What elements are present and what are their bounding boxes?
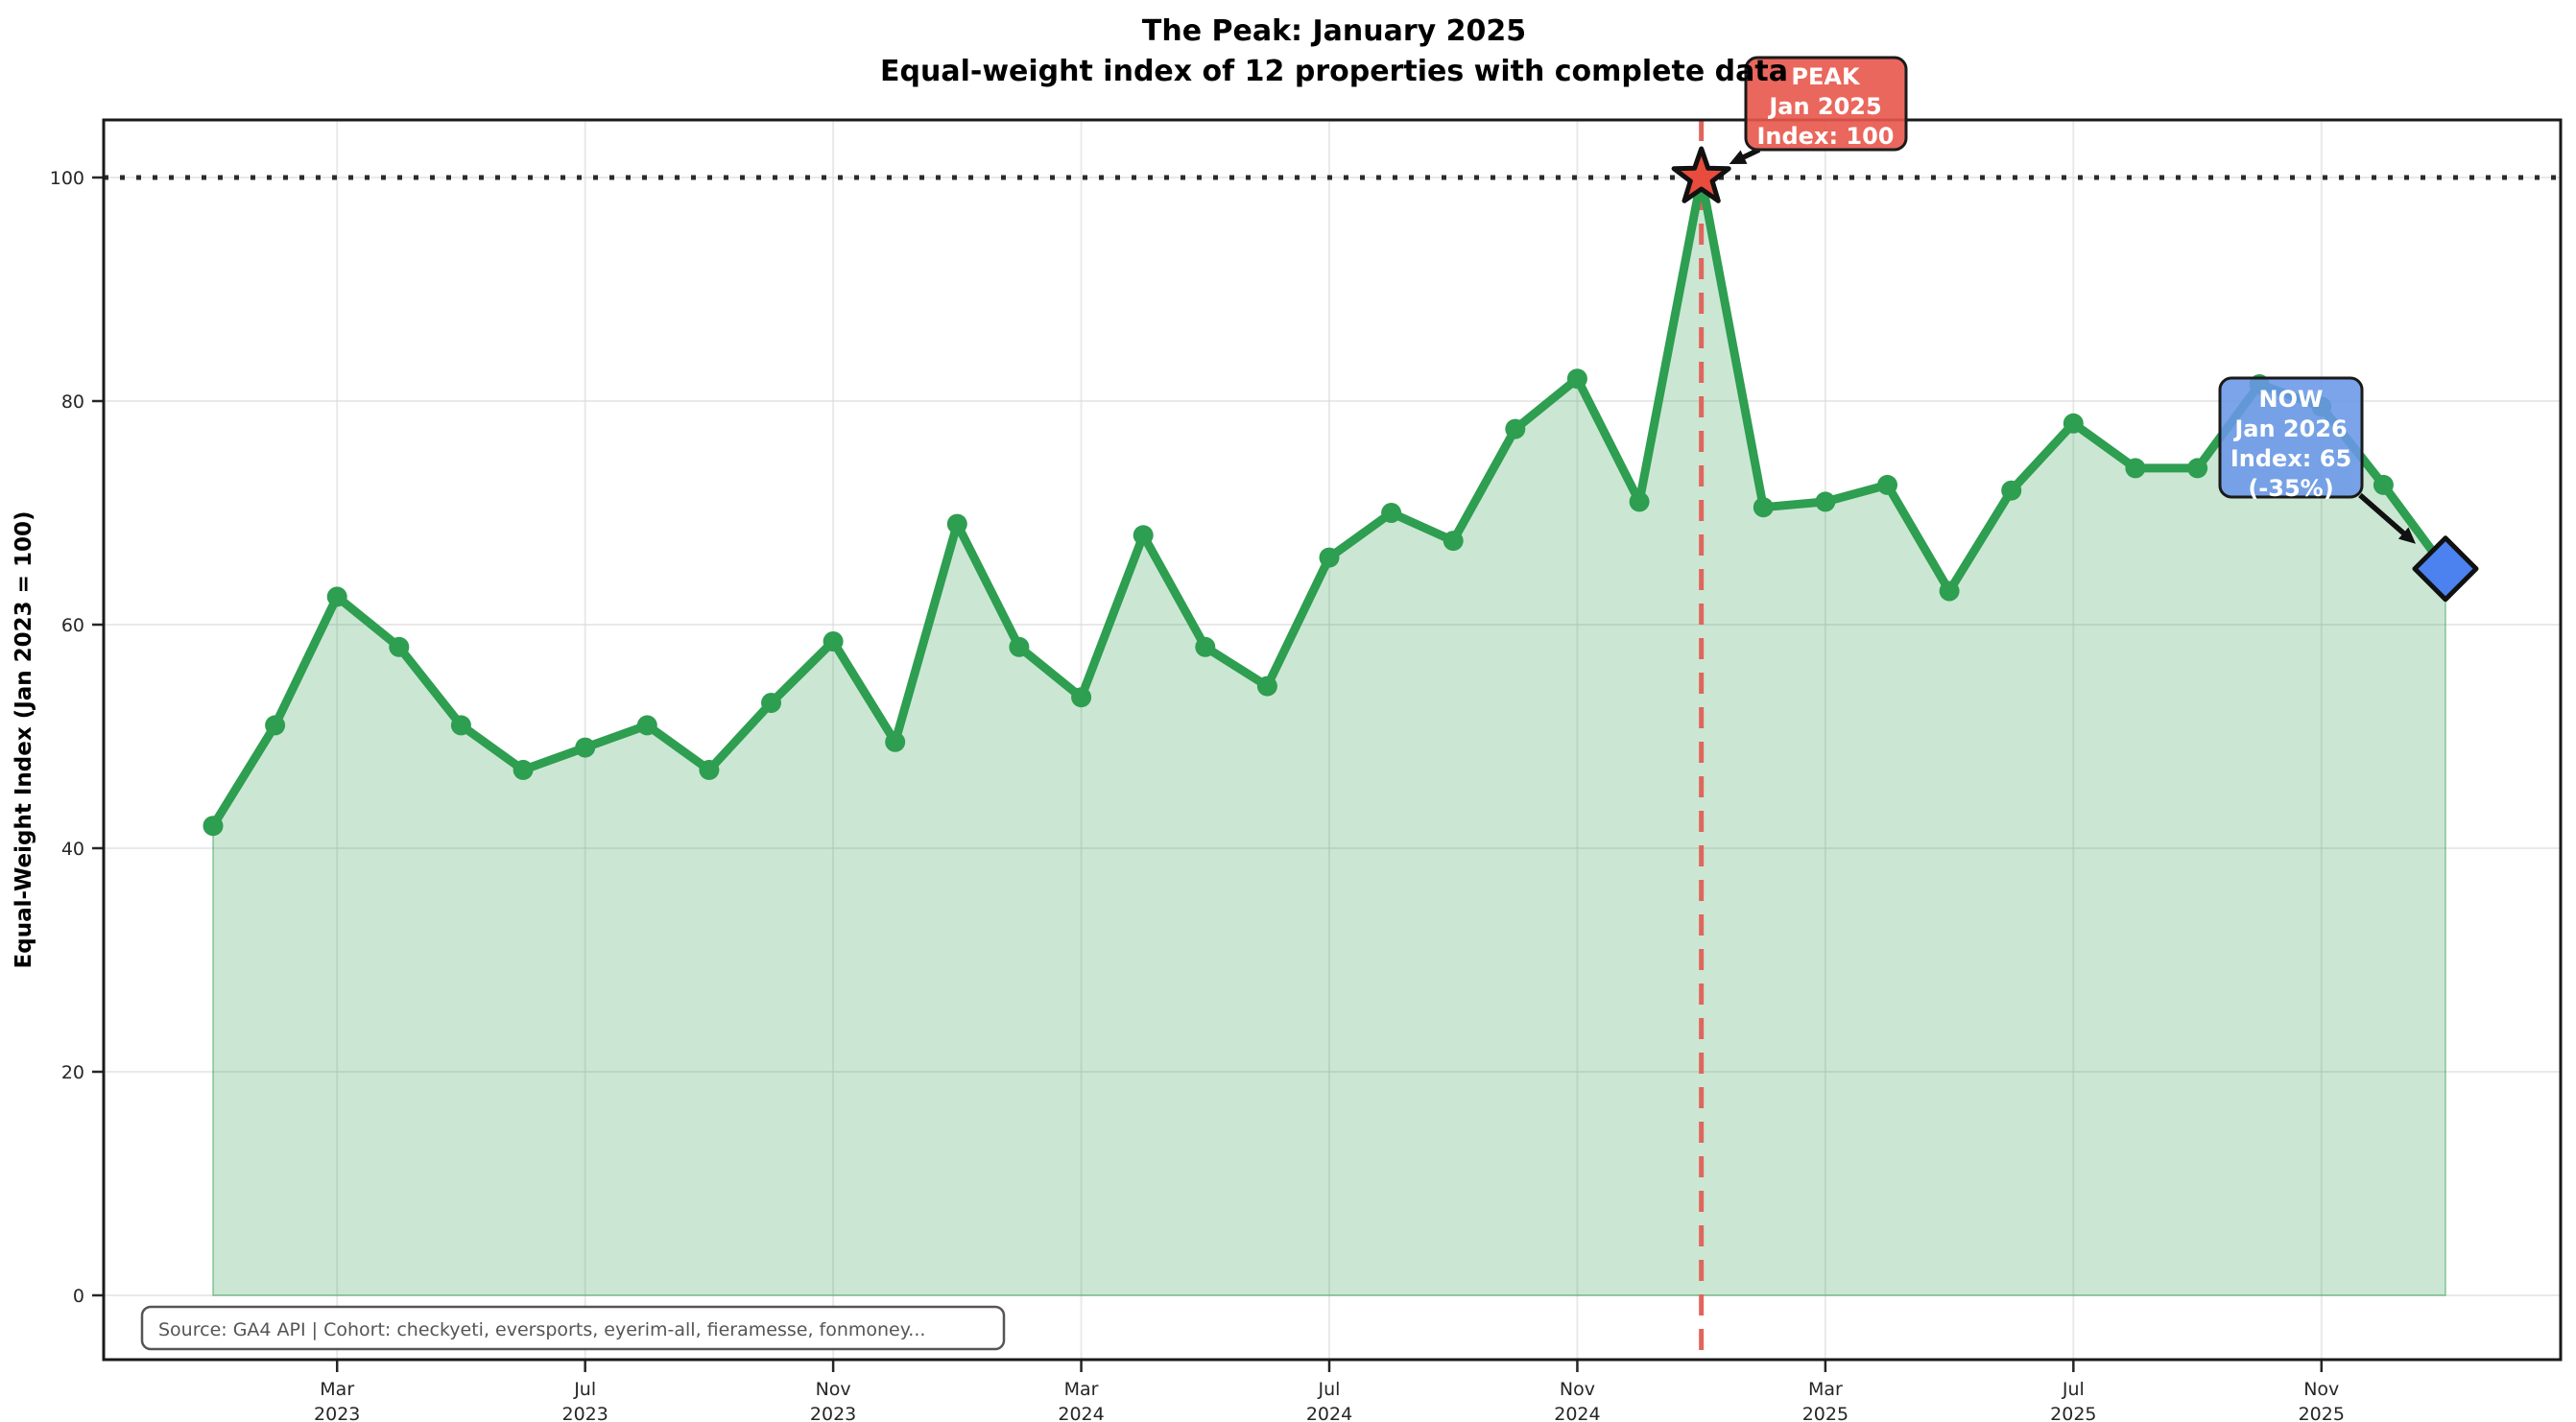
now-diamond-marker — [2412, 535, 2479, 603]
data-point-marker — [1319, 547, 1340, 568]
data-point-marker — [203, 816, 224, 837]
peak-annotation-index: Index: 100 — [1756, 123, 1894, 150]
data-point-marker — [450, 715, 471, 736]
plot-area: 0 20 40 60 80 100 Mar 2023 Jul 2023 Nov 2023 Mar 2024… — [50, 120, 2561, 1422]
y-tick-label: 40 — [61, 839, 84, 860]
now-arrow-head — [2397, 527, 2416, 544]
data-point-marker — [946, 513, 967, 534]
data-point-marker — [885, 731, 906, 752]
peak-annotation-date: Jan 2025 — [1767, 93, 1881, 120]
x-tick-label-year: 2025 — [2050, 1404, 2096, 1422]
data-point-marker — [823, 631, 844, 652]
data-point-marker — [389, 636, 410, 657]
now-annotation-date: Jan 2026 — [2232, 415, 2347, 442]
peak-annotation: PEAK Jan 2025 Index: 100 — [1744, 56, 1908, 152]
peak-star-marker — [1671, 146, 1731, 203]
source-note-border — [140, 1305, 1006, 1351]
data-point-marker — [699, 759, 720, 780]
chart-title-line2: Equal-weight index of 12 properties with… — [880, 55, 1788, 88]
data-point-marker — [1566, 368, 1587, 390]
x-tick-label-year: 2024 — [1554, 1404, 1600, 1422]
data-point-marker — [265, 715, 286, 736]
data-point-marker — [1381, 503, 1402, 523]
y-tick-label: 60 — [61, 615, 84, 636]
x-tick-label-month: Nov — [1560, 1379, 1595, 1400]
x-tick-label-year: 2024 — [1058, 1404, 1104, 1422]
source-note-box: Source: GA4 API | Cohort: checkyeti, eve… — [140, 1305, 1006, 1351]
data-point-marker — [1629, 491, 1650, 512]
now-annotation: NOW Jan 2026 Index: 65 (-35%) — [2218, 376, 2364, 502]
x-tick-label-month: Nov — [816, 1379, 851, 1400]
x-tick-label-month: Jul — [2062, 1379, 2085, 1400]
x-tick-label-year: 2025 — [1802, 1404, 1849, 1422]
x-tick-label-year: 2025 — [2299, 1404, 2345, 1422]
data-point-marker — [326, 586, 347, 607]
x-tick-label-month: Jul — [573, 1379, 596, 1400]
y-tick-label: 0 — [73, 1286, 84, 1307]
x-tick-label-month: Mar — [320, 1379, 354, 1400]
data-point-marker — [1815, 491, 1836, 512]
now-annotation-index: Index: 65 — [2230, 445, 2351, 472]
x-tick-label-month: Mar — [1808, 1379, 1843, 1400]
data-point-marker — [2001, 480, 2022, 501]
data-point-marker — [1071, 687, 1092, 708]
y-tick-label: 80 — [61, 391, 84, 413]
data-point-marker — [1505, 418, 1526, 439]
data-point-marker — [2063, 413, 2084, 434]
data-point-marker — [2187, 458, 2208, 479]
now-arrow — [2358, 492, 2411, 540]
data-point-marker — [1256, 675, 1277, 697]
data-point-marker — [761, 693, 781, 713]
now-annotation-label: NOW — [2259, 386, 2324, 413]
data-point-marker — [2373, 474, 2394, 495]
data-point-marker — [1009, 636, 1030, 657]
source-note-text: Source: GA4 API | Cohort: checkyeti, eve… — [158, 1319, 925, 1340]
data-point-marker — [1443, 531, 1464, 552]
now-annotation-change: (-35%) — [2248, 475, 2333, 502]
data-point-marker — [2125, 458, 2146, 479]
x-tick-label-month: Jul — [1318, 1379, 1341, 1400]
peak-arrow-head — [1729, 150, 1748, 164]
now-annotation-box — [2218, 376, 2364, 499]
data-point-marker — [575, 737, 596, 758]
data-point-marker — [513, 759, 534, 780]
x-tick-label-year: 2023 — [810, 1404, 856, 1422]
peak-annotation-label: PEAK — [1791, 63, 1861, 90]
x-tick-label-year: 2023 — [561, 1404, 608, 1422]
x-tick-label-month: Nov — [2303, 1379, 2339, 1400]
data-point-marker — [1133, 525, 1154, 546]
y-axis-label: Equal-Weight Index (Jan 2023 = 100) — [12, 511, 36, 969]
data-point-marker — [1195, 636, 1216, 657]
chart-title-line1: The Peak: January 2025 — [1142, 14, 1526, 48]
y-tick-label: 20 — [61, 1062, 84, 1083]
axes-spines — [102, 118, 2563, 1362]
x-tick-label-year: 2024 — [1306, 1404, 1352, 1422]
data-point-marker — [1877, 474, 1897, 495]
data-point-marker — [1939, 581, 1960, 602]
data-point-marker — [1753, 497, 1774, 518]
x-tick-label-year: 2023 — [314, 1404, 360, 1422]
x-tick-label-month: Mar — [1064, 1379, 1099, 1400]
y-tick-label: 100 — [50, 168, 84, 189]
data-point-marker — [636, 715, 657, 736]
peak-annotation-box — [1744, 56, 1908, 152]
